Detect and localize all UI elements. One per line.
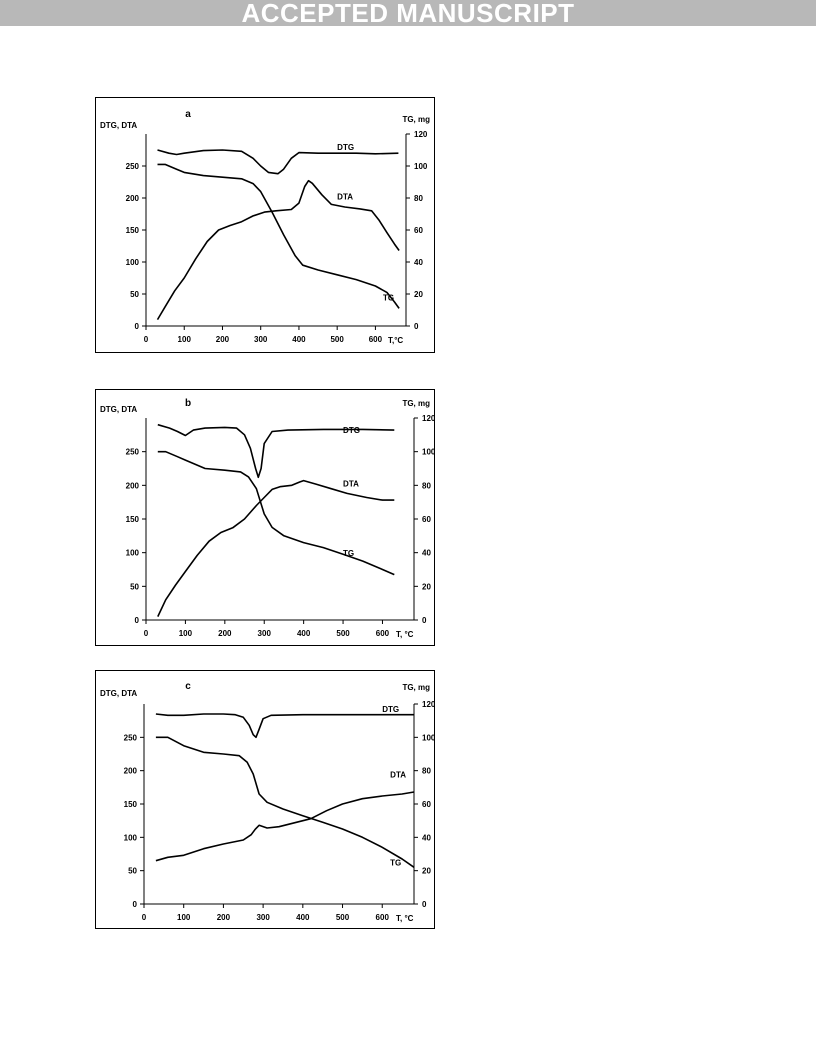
right-tick-label: 60 bbox=[422, 515, 431, 524]
right-tick-label: 40 bbox=[422, 833, 431, 842]
left-tick-label: 250 bbox=[124, 733, 138, 742]
series-label-tg: TG bbox=[390, 859, 401, 868]
x-tick-label: 400 bbox=[297, 629, 311, 638]
x-axis-title: T, °C bbox=[396, 630, 414, 639]
x-axis-title: T, °C bbox=[396, 914, 414, 923]
right-tick-label: 80 bbox=[422, 767, 431, 776]
left-axis-title: DTG, DTA bbox=[100, 405, 137, 414]
series-label-dtg: DTG bbox=[343, 426, 360, 435]
x-tick-label: 400 bbox=[292, 335, 306, 344]
right-tick-label: 60 bbox=[414, 226, 423, 235]
left-tick-label: 0 bbox=[135, 322, 140, 331]
left-tick-label: 100 bbox=[126, 549, 140, 558]
right-tick-label: 100 bbox=[414, 162, 428, 171]
x-tick-label: 200 bbox=[217, 913, 231, 922]
x-tick-label: 100 bbox=[178, 335, 192, 344]
left-tick-label: 200 bbox=[124, 767, 138, 776]
x-tick-label: 600 bbox=[376, 629, 390, 638]
left-tick-label: 50 bbox=[128, 867, 137, 876]
right-tick-label: 120 bbox=[422, 700, 434, 709]
right-tick-label: 20 bbox=[414, 290, 423, 299]
x-tick-label: 600 bbox=[376, 913, 390, 922]
x-tick-label: 500 bbox=[336, 913, 350, 922]
left-tick-label: 150 bbox=[126, 515, 140, 524]
series-line-tg bbox=[155, 736, 415, 868]
panel-label: a bbox=[185, 109, 191, 120]
x-tick-label: 200 bbox=[218, 629, 232, 638]
left-tick-label: 150 bbox=[124, 800, 138, 809]
series-line-dtg bbox=[157, 423, 395, 479]
right-tick-label: 100 bbox=[422, 733, 434, 742]
series-label-dta: DTA bbox=[343, 480, 359, 489]
left-tick-label: 200 bbox=[126, 481, 140, 490]
x-tick-label: 400 bbox=[296, 913, 310, 922]
right-tick-label: 20 bbox=[422, 867, 431, 876]
left-tick-label: 150 bbox=[126, 226, 140, 235]
right-tick-label: 0 bbox=[414, 322, 419, 331]
series-line-dtg bbox=[155, 713, 414, 739]
right-axis-title: TG, mg bbox=[402, 115, 430, 124]
x-tick-label: 0 bbox=[142, 913, 147, 922]
right-tick-label: 40 bbox=[422, 549, 431, 558]
chart-panel-b: 0 50 100 150 200 250 0 20 40 60 80 100 120 0 100 200 300… bbox=[95, 389, 435, 646]
chart-b-svg: 0 50 100 150 200 250 0 20 40 60 80 100 120 0 100 200 300… bbox=[100, 398, 434, 639]
left-tick-label: 200 bbox=[126, 194, 140, 203]
left-tick-label: 100 bbox=[124, 833, 138, 842]
right-tick-label: 100 bbox=[422, 448, 434, 457]
series-line-dta bbox=[155, 791, 415, 862]
x-tick-label: 300 bbox=[256, 913, 270, 922]
x-tick-label: 0 bbox=[144, 629, 149, 638]
panel-label: b bbox=[185, 398, 191, 409]
x-tick-label: 500 bbox=[330, 335, 344, 344]
series-line-dta bbox=[157, 479, 395, 617]
series-label-tg: TG bbox=[383, 293, 394, 302]
x-tick-label: 600 bbox=[369, 335, 383, 344]
right-tick-label: 0 bbox=[422, 616, 427, 625]
right-tick-label: 120 bbox=[422, 414, 434, 423]
x-tick-label: 100 bbox=[179, 629, 193, 638]
right-axis-title: TG, mg bbox=[402, 399, 430, 408]
panel-label: c bbox=[185, 681, 191, 692]
left-tick-label: 0 bbox=[133, 900, 138, 909]
chart-panel-c: 0 50 100 150 200 250 0 20 40 60 80 100 120 0 100 200 300… bbox=[95, 670, 435, 929]
right-tick-label: 80 bbox=[414, 194, 423, 203]
series-label-dtg: DTG bbox=[382, 705, 399, 714]
x-tick-label: 200 bbox=[216, 335, 230, 344]
series-line-dta bbox=[156, 179, 400, 321]
x-tick-label: 300 bbox=[258, 629, 272, 638]
left-axis-title: DTG, DTA bbox=[100, 689, 137, 698]
right-tick-label: 80 bbox=[422, 481, 431, 490]
x-tick-label: 300 bbox=[254, 335, 268, 344]
left-tick-label: 0 bbox=[135, 616, 140, 625]
right-tick-label: 0 bbox=[422, 900, 427, 909]
right-tick-label: 20 bbox=[422, 582, 431, 591]
chart-c-svg: 0 50 100 150 200 250 0 20 40 60 80 100 120 0 100 200 300… bbox=[100, 681, 434, 923]
right-tick-label: 120 bbox=[414, 130, 428, 139]
right-tick-label: 60 bbox=[422, 800, 431, 809]
right-tick-label: 40 bbox=[414, 258, 423, 267]
series-line-tg bbox=[157, 450, 395, 576]
chart-a-svg: 0 50 100 150 200 250 0 20 40 60 80 100 120 0 100 200 300… bbox=[100, 109, 430, 345]
accepted-manuscript-banner: ACCEPTED MANUSCRIPT bbox=[0, 0, 816, 26]
x-tick-label: 0 bbox=[144, 335, 149, 344]
left-tick-label: 50 bbox=[130, 582, 139, 591]
left-tick-label: 50 bbox=[130, 290, 139, 299]
series-label-dta: DTA bbox=[337, 192, 353, 201]
right-axis-title: TG, mg bbox=[402, 683, 430, 692]
x-tick-label: 100 bbox=[177, 913, 191, 922]
series-label-tg: TG bbox=[343, 549, 354, 558]
left-axis-title: DTG, DTA bbox=[100, 121, 137, 130]
series-line-dtg bbox=[157, 149, 399, 175]
chart-panel-a: 0 50 100 150 200 250 0 20 40 60 80 100 120 0 100 200 300… bbox=[95, 97, 435, 353]
series-label-dtg: DTG bbox=[337, 143, 354, 152]
left-tick-label: 100 bbox=[126, 258, 140, 267]
series-line-tg bbox=[157, 163, 400, 309]
series-label-dta: DTA bbox=[390, 770, 406, 779]
left-tick-label: 250 bbox=[126, 162, 140, 171]
x-tick-label: 500 bbox=[336, 629, 350, 638]
left-tick-label: 250 bbox=[126, 448, 140, 457]
x-axis-title: T,°C bbox=[388, 336, 403, 345]
